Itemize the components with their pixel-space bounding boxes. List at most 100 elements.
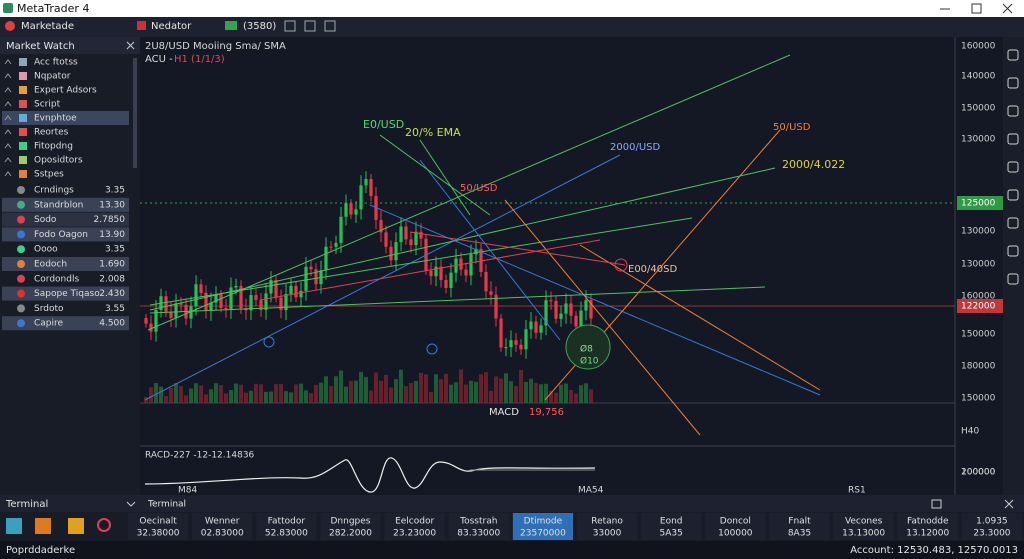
terminal-tab[interactable]: Terminal <box>147 500 186 510</box>
nav-icon <box>19 72 27 80</box>
column-header[interactable]: 1.0935 <box>976 517 1008 527</box>
volume-bar <box>374 372 378 403</box>
column-header[interactable]: Retano <box>591 517 623 527</box>
restore[interactable] <box>931 499 942 509</box>
price-label: H40 <box>961 427 979 437</box>
collapse[interactable] <box>126 501 136 507</box>
tree-toggle[interactable] <box>4 87 12 93</box>
side-tool[interactable] <box>1007 161 1019 173</box>
side-tool[interactable] <box>1007 217 1019 229</box>
panel-close[interactable] <box>126 41 135 50</box>
symbol-name[interactable]: Sapope Tiqaso <box>34 289 100 299</box>
column-cell <box>833 513 894 540</box>
nav-item[interactable]: Script <box>34 100 61 110</box>
price-label: 160000 <box>961 42 996 52</box>
volume-bar <box>539 384 543 403</box>
side-tool[interactable] <box>1007 133 1019 145</box>
candle-body <box>144 318 148 324</box>
nav-item[interactable]: Oposidtors <box>34 156 83 166</box>
symbol-name[interactable]: Srdoto <box>34 304 64 314</box>
nav-item[interactable]: Nqpator <box>34 72 71 82</box>
side-tool[interactable] <box>1007 245 1019 257</box>
maximize[interactable] <box>971 3 982 14</box>
volume-bar <box>369 390 373 403</box>
column-cell <box>641 513 702 540</box>
side-tool[interactable] <box>1007 77 1019 89</box>
toolbar-icon[interactable] <box>304 20 316 32</box>
terminal-tool[interactable] <box>6 518 22 534</box>
candle-body <box>499 318 503 348</box>
nav-item[interactable]: Fitopdng <box>34 142 73 152</box>
candle-body <box>234 285 238 288</box>
price-label: 130000 <box>961 135 996 145</box>
terminal-tool[interactable] <box>97 518 111 532</box>
symbol-name[interactable]: Sodo <box>34 215 57 225</box>
toolbar-button[interactable]: (3580) <box>243 21 276 32</box>
symbol-name[interactable]: Oooo <box>34 245 58 255</box>
column-header[interactable]: Eelcodor <box>395 517 434 527</box>
tree-toggle[interactable] <box>4 143 12 149</box>
side-tool[interactable] <box>1007 273 1019 285</box>
symbol-value: 2.430 <box>99 289 125 299</box>
column-header[interactable]: Fattodor <box>268 517 306 527</box>
tree-toggle[interactable] <box>4 115 12 121</box>
candle-body <box>389 246 393 261</box>
volume-bar <box>439 379 443 403</box>
terminal-tool[interactable] <box>35 518 51 534</box>
terminal-tool[interactable] <box>68 518 84 534</box>
toolbar-icon[interactable] <box>5 21 15 31</box>
close[interactable] <box>1002 3 1013 14</box>
annotation: E0/USD <box>363 118 404 131</box>
toolbar-icon[interactable] <box>284 20 296 32</box>
symbol-name[interactable]: Eodoch <box>34 260 67 270</box>
symbol-name[interactable]: Standrblon <box>34 200 83 210</box>
volume-bar <box>199 385 203 403</box>
volume-bar <box>534 382 538 403</box>
candle-body <box>239 285 243 309</box>
column-header[interactable]: Tosstrah <box>459 517 497 527</box>
nav-item[interactable]: Acc ftotss <box>34 58 78 68</box>
symbol-name[interactable]: Capire <box>34 319 64 329</box>
tree-toggle[interactable] <box>4 73 12 79</box>
tree-toggle[interactable] <box>4 101 12 107</box>
symbol-name[interactable]: Cordondls <box>34 274 79 284</box>
column-header[interactable]: Eond <box>660 517 683 527</box>
toolbar-button[interactable]: Nedator <box>151 21 192 32</box>
tree-toggle[interactable] <box>4 171 12 177</box>
side-tool[interactable] <box>1007 49 1019 61</box>
symbol-icon <box>17 245 25 254</box>
annotation: Ø8 <box>580 344 593 355</box>
nav-item[interactable]: Evnphtoe <box>34 114 77 124</box>
candle-body <box>179 303 183 305</box>
tree-toggle[interactable] <box>4 157 12 163</box>
status-text: Poprddaderke <box>6 545 75 556</box>
side-tool[interactable] <box>1007 189 1019 201</box>
nav-item[interactable]: Expert Adsors <box>34 86 97 96</box>
tree-toggle[interactable] <box>4 59 12 65</box>
column-header[interactable]: Vecones <box>845 517 883 527</box>
toolbar-button[interactable]: Marketade <box>21 21 74 32</box>
candle-body <box>444 280 448 288</box>
terminal-close[interactable] <box>1004 499 1014 509</box>
nav-item[interactable]: Sstpes <box>34 170 64 180</box>
column-header[interactable]: Wenner <box>205 517 240 527</box>
column-header[interactable]: Doncol <box>720 517 751 527</box>
arrow-line <box>419 139 471 216</box>
column-header[interactable]: Dnngpes <box>331 517 371 527</box>
column-header[interactable]: Fatnodde <box>907 517 949 527</box>
symbol-name[interactable]: Crndings <box>34 186 74 196</box>
volume-bar <box>464 384 468 403</box>
volume-bar <box>269 391 273 403</box>
column-header[interactable]: Oecinalt <box>139 517 177 527</box>
volume-bar <box>149 387 153 403</box>
toolbar-icon[interactable] <box>225 21 237 30</box>
column-header[interactable]: Fnalt <box>788 517 811 527</box>
toolbar-icon[interactable] <box>137 21 146 30</box>
side-tool[interactable] <box>1007 105 1019 117</box>
toolbar-icon[interactable] <box>324 20 336 32</box>
tree-toggle[interactable] <box>4 129 12 135</box>
column-header[interactable]: Dtimode <box>524 517 563 527</box>
nav-item[interactable]: Reortes <box>34 128 69 138</box>
volume-bar <box>234 383 238 403</box>
symbol-name[interactable]: Fodo Oagon <box>34 230 88 240</box>
